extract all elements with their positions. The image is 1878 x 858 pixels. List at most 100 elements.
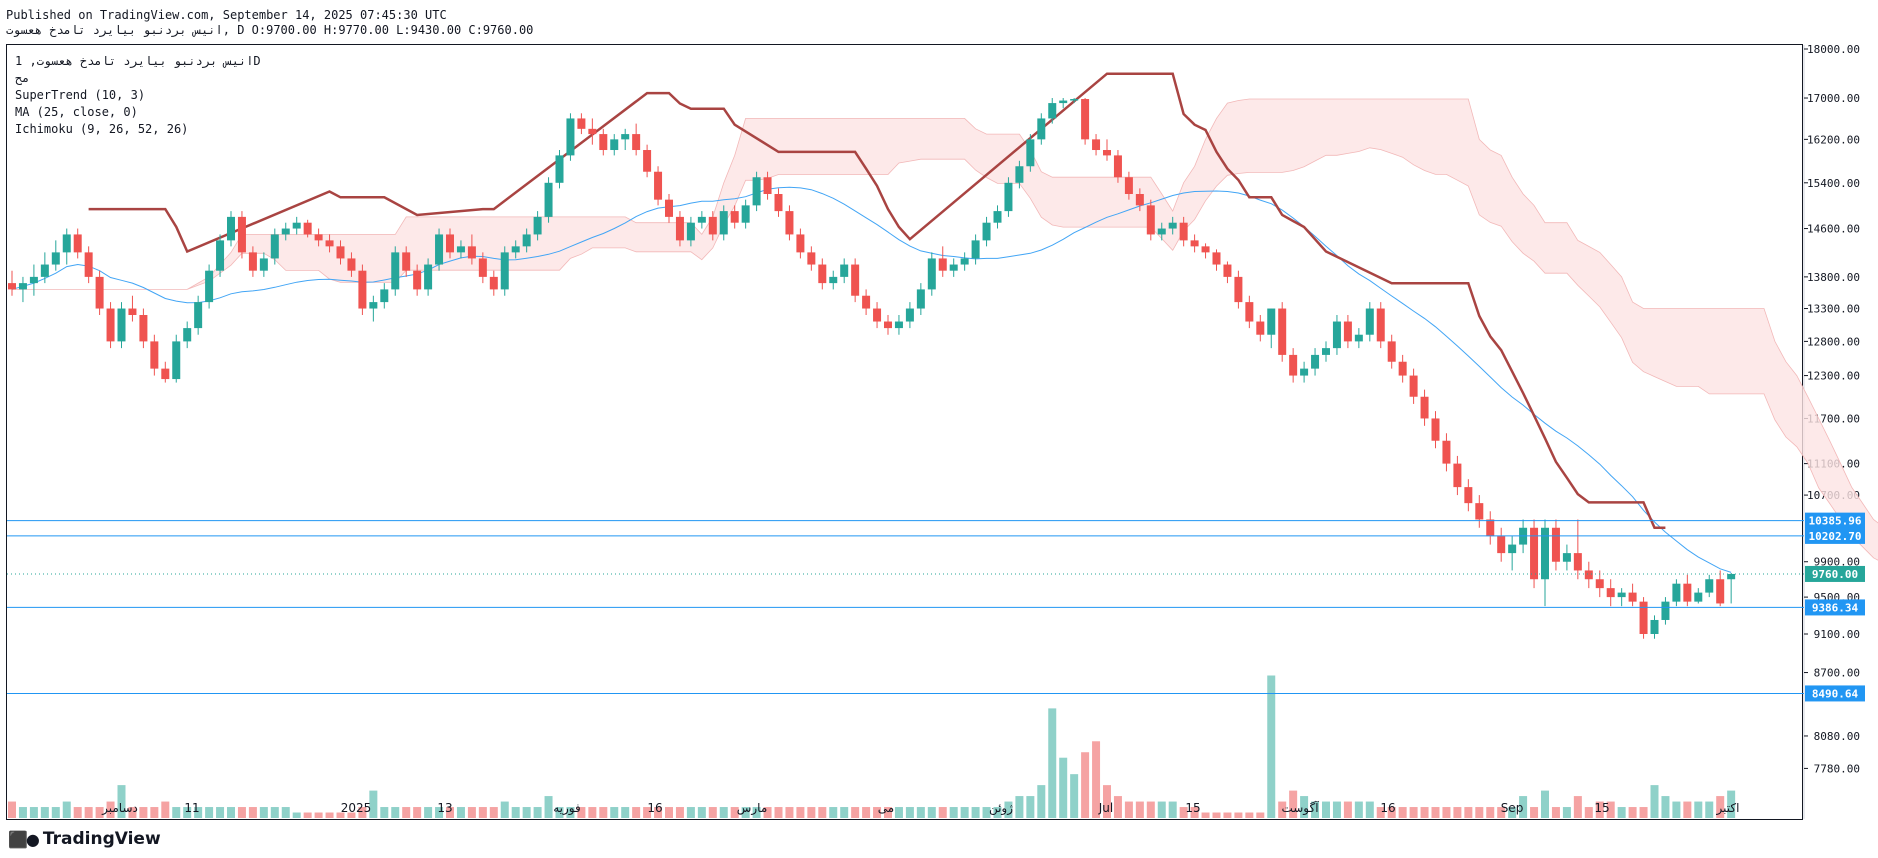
volume-bar (730, 807, 739, 818)
candle-body (511, 246, 520, 253)
volume-bar (1322, 801, 1330, 818)
symbol-ohlc-line: انیس بردنبو بیایرد تامدخ هعسوت, D O:9700… (6, 23, 534, 37)
legend-ma[interactable]: MA (25, close, 0) (15, 105, 138, 119)
candle-body (1639, 601, 1648, 634)
volume-bar (752, 807, 761, 818)
volume-bar (763, 807, 772, 818)
candle-body (1497, 536, 1506, 554)
candle-body (818, 264, 827, 284)
candle-body (1223, 264, 1232, 277)
volume-bar (62, 801, 71, 818)
candle-body (292, 222, 301, 229)
price-tick-label: 16200.00 (1807, 133, 1860, 146)
candle-body (1409, 375, 1418, 397)
volume-bar (588, 807, 597, 818)
candle-body (1672, 583, 1681, 602)
time-axis-label: آگوست (1281, 800, 1319, 816)
candle-body (402, 252, 411, 271)
candle-body (1146, 205, 1155, 235)
price-tick-label: 17000.00 (1807, 92, 1860, 105)
published-line: Published on TradingView.com, September … (6, 8, 447, 22)
volume-bar (675, 807, 684, 818)
candle-body (358, 270, 367, 309)
volume-bar (1365, 801, 1374, 818)
volume-bar (1409, 807, 1418, 818)
volume-bar (391, 807, 400, 818)
candle-body (29, 276, 38, 284)
time-axis-label: دسامبر (101, 801, 138, 816)
candle-body (18, 283, 27, 290)
candle-body (369, 302, 378, 309)
volume-bar (1092, 741, 1101, 818)
volume-bar (1376, 807, 1385, 818)
volume-bar (314, 812, 323, 818)
volume-bar (1179, 807, 1188, 818)
candle-body (51, 252, 60, 265)
volume-bar (916, 807, 925, 818)
legend-ichimoku[interactable]: Ichimoku (9, 26, 52, 26) (15, 122, 189, 136)
candle-body (588, 128, 597, 135)
candle-body (1070, 99, 1079, 101)
volume-bar (851, 807, 860, 818)
brand-name: TradingView (42, 829, 161, 849)
candle-body (281, 228, 290, 235)
candle-body (610, 139, 619, 151)
volume-bar (1311, 801, 1320, 818)
volume-bar (51, 807, 60, 818)
level-price-badge (1805, 685, 1865, 702)
candle-body (270, 234, 279, 259)
candle-body (675, 216, 684, 241)
volume-bar (697, 807, 706, 818)
candle-body (336, 246, 345, 259)
candle-body (1486, 519, 1495, 537)
time-axis-label: 15 (1594, 801, 1609, 815)
volume-bar (336, 812, 345, 818)
volume-bar (862, 807, 871, 818)
volume-bar (1420, 807, 1429, 818)
candle-body (807, 252, 816, 265)
candle-body (150, 341, 159, 369)
candle-body (719, 211, 728, 235)
candle-body (894, 321, 903, 329)
volume-bar (1135, 801, 1144, 818)
candle-body (1694, 592, 1703, 602)
candle-body (522, 234, 531, 247)
time-axis-label: 15 (1185, 801, 1200, 815)
price-tick-label: 13300.00 (1807, 303, 1860, 316)
volume-bar (686, 807, 695, 818)
volume-bar (1168, 801, 1177, 818)
candle-body (1103, 150, 1111, 156)
volume-bar (1190, 807, 1199, 818)
price-tick-label: 12300.00 (1807, 370, 1860, 383)
candle-body (1617, 592, 1626, 598)
legend-supertrend[interactable]: SuperTrend (10, 3) (15, 88, 146, 102)
candle-body (938, 258, 947, 271)
candle-body (1606, 588, 1615, 598)
price-tick-label: 8700.00 (1814, 667, 1860, 680)
volume-bar (1245, 812, 1254, 818)
volume-bar (949, 807, 958, 818)
candle-body (1037, 118, 1046, 140)
volume-bar (270, 807, 279, 818)
candle-body (413, 270, 422, 290)
volume-bar (413, 807, 422, 818)
time-axis-label: Jul (1098, 801, 1113, 815)
candle-body (949, 264, 958, 271)
candle-body (1300, 368, 1309, 376)
volume-bar (1278, 801, 1287, 818)
volume-bar (1256, 812, 1265, 818)
time-axis-label: اکتبر (1716, 801, 1740, 816)
tradingview-brand[interactable]: ⬛● TradingView (8, 829, 161, 849)
volume-bar (40, 807, 49, 818)
candle-body (1245, 302, 1254, 322)
candle-body (1179, 222, 1188, 241)
volume-bar (1595, 801, 1604, 818)
volume-bar (1694, 801, 1703, 818)
price-tick-label: 8080.00 (1814, 730, 1860, 743)
candle-body (161, 368, 170, 380)
volume-bar (1672, 801, 1681, 818)
volume-bar (489, 807, 498, 818)
candle-body (1398, 361, 1407, 376)
candle-body (1541, 527, 1549, 580)
